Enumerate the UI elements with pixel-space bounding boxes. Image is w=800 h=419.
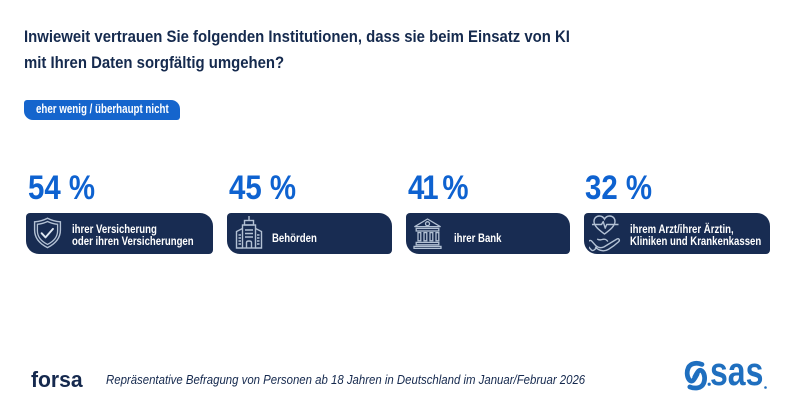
svg-text:sas: sas xyxy=(710,358,763,394)
